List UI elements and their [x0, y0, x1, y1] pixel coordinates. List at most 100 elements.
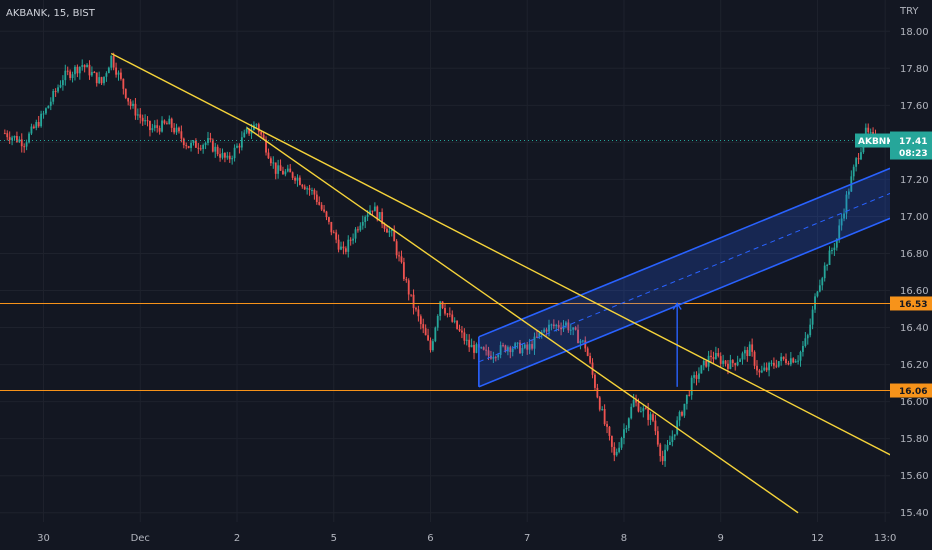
candle-body [291, 172, 294, 178]
candle-body [243, 132, 246, 138]
candle-body [833, 247, 836, 251]
candle-body [494, 357, 497, 359]
candle-body [552, 324, 555, 327]
candle-body [313, 189, 316, 195]
candle-body [161, 120, 163, 132]
candle-body [717, 352, 720, 357]
time-axis[interactable]: 30 Dec 2 5 6 7 8 9 12 13:0 [0, 522, 932, 550]
candle-body [90, 72, 93, 76]
candle-body [574, 327, 577, 330]
candle-body [289, 168, 292, 173]
horizontal-level-badge [890, 296, 932, 311]
candle-body [630, 406, 633, 419]
candle-body [219, 154, 222, 158]
candle-body [584, 340, 587, 349]
candle-body [632, 400, 635, 407]
candle-body [129, 101, 132, 107]
price-axis[interactable]: 18.0017.8017.6017.4017.2017.0016.8016.60… [890, 0, 932, 550]
candle-body [42, 113, 45, 115]
candle-body [369, 210, 371, 215]
candle-body [107, 67, 110, 74]
candle-body [250, 130, 253, 134]
candle-body [199, 148, 202, 150]
channel-upper-line[interactable] [478, 165, 896, 338]
candle-body [8, 137, 11, 141]
candle-body [422, 324, 425, 329]
channel-mid-line [478, 190, 896, 363]
x-tick-label: 9 [718, 533, 724, 544]
candle-body [789, 358, 792, 365]
candle-body [436, 315, 439, 328]
x-tick-label: 5 [331, 533, 337, 544]
candle-body [255, 124, 258, 126]
candle-body [158, 127, 161, 132]
candle-body [59, 85, 62, 88]
candle-body [867, 127, 870, 133]
candle-body [110, 55, 113, 68]
candle-body [47, 105, 50, 109]
candle-body [685, 394, 688, 404]
candle-body [405, 279, 408, 281]
candle-body [760, 370, 763, 373]
candle-body [88, 64, 91, 76]
candle-body [681, 411, 683, 416]
candle-body [325, 211, 328, 218]
candle-body [335, 232, 338, 240]
candle-body [785, 358, 787, 364]
candle-body [175, 127, 178, 133]
candle-body [782, 356, 785, 359]
candle-body [647, 408, 650, 420]
candle-body [344, 248, 347, 252]
candle-body [228, 155, 231, 160]
candle-body [608, 426, 611, 436]
candle-body [637, 402, 640, 412]
candle-body [487, 350, 490, 356]
candle-body [756, 365, 758, 371]
candle-body [30, 126, 33, 134]
candle-body [25, 142, 28, 147]
candle-body [594, 374, 596, 388]
candle-body [330, 221, 333, 233]
candle-body [192, 140, 195, 143]
candle-body [194, 140, 197, 148]
candle-body [240, 137, 243, 148]
drawings[interactable]: AKBNK [0, 52, 896, 514]
candle-body [555, 324, 558, 327]
candle-body [357, 229, 359, 231]
candle-body [521, 347, 524, 354]
candle-body [519, 342, 521, 354]
candle-body [429, 340, 432, 351]
candle-body [61, 80, 64, 86]
candle-body [565, 322, 567, 326]
candle-body [214, 146, 217, 152]
candle-body [497, 354, 500, 358]
horizontal-level-badge [890, 383, 932, 398]
candle-body [702, 360, 705, 366]
candle-body [282, 170, 284, 175]
trendline[interactable] [110, 52, 896, 458]
trendline[interactable] [246, 126, 799, 514]
candle-body [16, 135, 18, 142]
candle-body [386, 228, 388, 233]
candle-body [274, 162, 277, 174]
candle-body [828, 250, 831, 265]
currency-label: TRY [899, 6, 919, 17]
candle-body [3, 133, 6, 135]
candle-body [502, 345, 504, 347]
candle-body [722, 360, 725, 364]
candle-body [678, 411, 681, 421]
candle-body [187, 146, 190, 148]
candle-body [37, 121, 40, 127]
candle-body [45, 108, 47, 114]
candle-body [664, 449, 667, 462]
candle-body [470, 344, 473, 348]
candle-body [260, 131, 263, 135]
candle-body [843, 213, 845, 219]
channel-lower-line[interactable] [478, 215, 896, 388]
candle-body [69, 71, 72, 78]
candle-body [540, 332, 543, 334]
candle-body [315, 194, 318, 203]
candle-body [615, 451, 618, 456]
candle-body [831, 250, 833, 252]
